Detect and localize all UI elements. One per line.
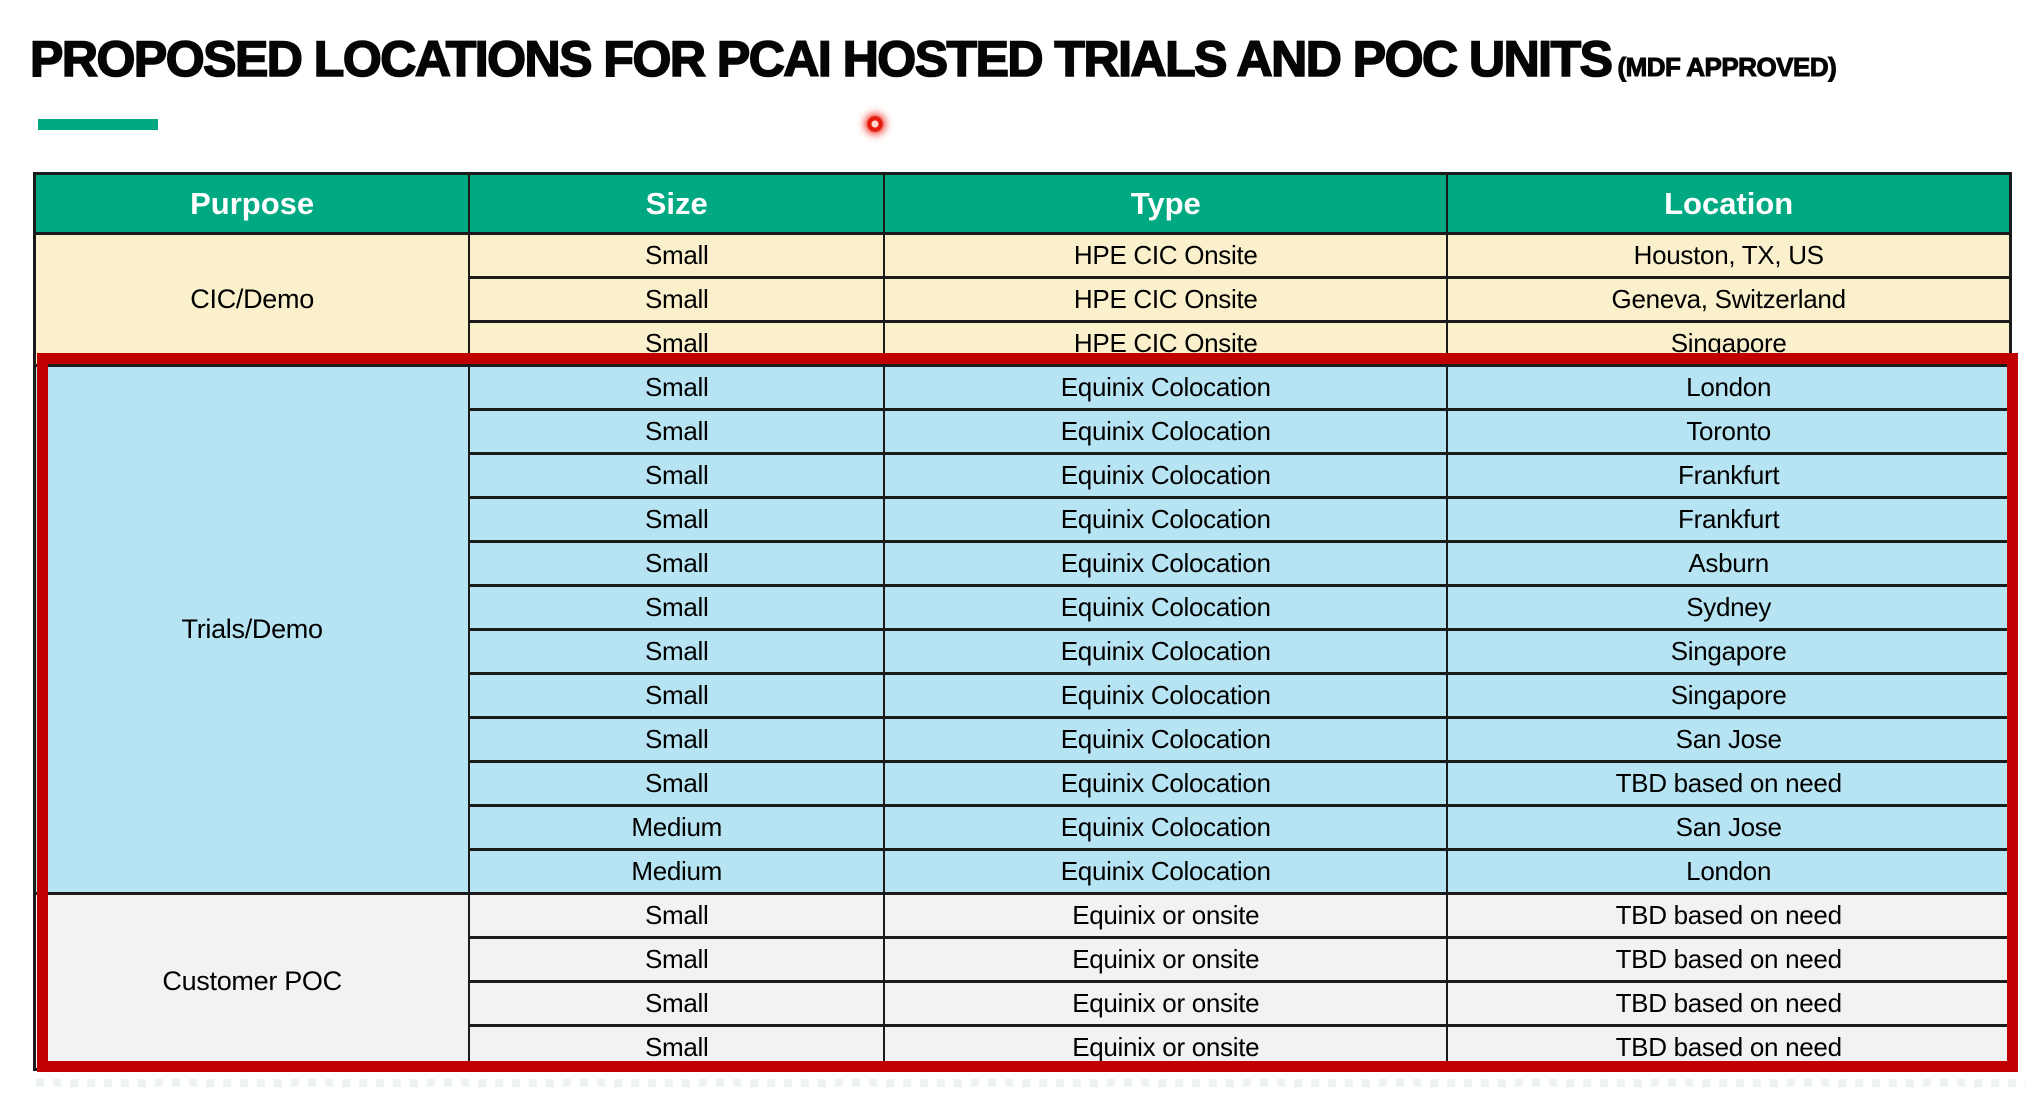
type-cell: Equinix Colocation (883, 848, 1449, 895)
size-cell: Small (468, 540, 886, 587)
table-row: Customer POC Small Equinix or onsite TBD ba… (33, 892, 2012, 1071)
table-row: Small Equinix Colocation Singapore (35, 628, 2012, 675)
bottom-dotted-strip (36, 1079, 2026, 1087)
size-cell: Small (468, 408, 886, 455)
size-cell: Small (468, 320, 886, 367)
location-cell: Asburn (1446, 540, 2012, 587)
location-cell: Sydney (1446, 584, 2012, 631)
title-accent-bar (38, 119, 158, 130)
table-body: CIC/Demo Small HPE CIC Onsite Houston, TX, … (33, 232, 2012, 1071)
type-cell: Equinix Colocation (883, 496, 1449, 543)
table-row: Small Equinix or onsite TBD based on need (35, 980, 2012, 1027)
type-cell: Equinix Colocation (883, 716, 1449, 763)
table-row: Small Equinix Colocation Frankfurt (35, 452, 2012, 499)
size-cell: Small (468, 584, 886, 631)
table-row: Small Equinix Colocation Singapore (35, 672, 2012, 719)
type-cell: HPE CIC Onsite (883, 276, 1449, 323)
table-row: Small Equinix or onsite TBD based on need (35, 936, 2012, 983)
location-cell: TBD based on need (1446, 892, 2012, 939)
column-header-location: Location (1446, 172, 2012, 235)
location-cell: TBD based on need (1446, 1024, 2012, 1071)
size-cell: Small (468, 364, 886, 411)
purpose-cell-cic-demo: CIC/Demo (33, 232, 471, 367)
location-cell: Singapore (1446, 628, 2012, 675)
type-cell: Equinix or onsite (883, 980, 1449, 1027)
type-cell: Equinix Colocation (883, 672, 1449, 719)
table-row: Small Equinix Colocation TBD based on need (35, 760, 2012, 807)
type-cell: HPE CIC Onsite (883, 232, 1449, 279)
locations-table: Purpose Size Type Location CIC/Demo Small… (33, 172, 2012, 1071)
column-header-type: Type (883, 172, 1449, 235)
type-cell: Equinix or onsite (883, 892, 1449, 939)
size-cell: Small (468, 760, 886, 807)
size-cell: Small (468, 1024, 886, 1071)
laser-pointer-icon (855, 104, 895, 144)
location-cell: TBD based on need (1446, 980, 2012, 1027)
page-title: PROPOSED LOCATIONS FOR PCAI HOSTED TRIAL… (29, 30, 1837, 88)
location-cell: Geneva, Switzerland (1446, 276, 2012, 323)
type-cell: Equinix Colocation (883, 452, 1449, 499)
type-cell: Equinix Colocation (883, 628, 1449, 675)
type-cell: Equinix or onsite (883, 1024, 1449, 1071)
type-cell: Equinix Colocation (883, 584, 1449, 631)
location-cell: London (1446, 364, 2012, 411)
size-cell: Small (468, 980, 886, 1027)
location-cell: London (1446, 848, 2012, 895)
table-row: Medium Equinix Colocation San Jose (35, 804, 2012, 851)
location-cell: Singapore (1446, 320, 2012, 367)
type-cell: Equinix Colocation (883, 760, 1449, 807)
table-row: Small Equinix Colocation Sydney (35, 584, 2012, 631)
size-cell: Medium (468, 848, 886, 895)
location-cell: San Jose (1446, 804, 2012, 851)
table-header-row: Purpose Size Type Location (33, 172, 2012, 235)
type-cell: Equinix Colocation (883, 540, 1449, 587)
type-cell: Equinix Colocation (883, 364, 1449, 411)
table-row: Small Equinix Colocation Frankfurt (35, 496, 2012, 543)
location-cell: Singapore (1446, 672, 2012, 719)
size-cell: Small (468, 452, 886, 499)
column-header-size: Size (468, 172, 886, 235)
location-cell: Toronto (1446, 408, 2012, 455)
type-cell: Equinix or onsite (883, 936, 1449, 983)
location-cell: TBD based on need (1446, 936, 2012, 983)
size-cell: Small (468, 672, 886, 719)
purpose-cell-customer-poc: Customer POC (33, 892, 471, 1071)
size-cell: Small (468, 936, 886, 983)
page-title-main: PROPOSED LOCATIONS FOR PCAI HOSTED TRIAL… (29, 30, 1614, 88)
size-cell: Small (468, 716, 886, 763)
type-cell: Equinix Colocation (883, 408, 1449, 455)
location-cell: San Jose (1446, 716, 2012, 763)
purpose-cell-trials-demo: Trials/Demo (33, 364, 471, 895)
table-row: Trials/Demo Small Equinix Colocation London (33, 364, 2012, 895)
size-cell: Small (468, 496, 886, 543)
table-row: Small Equinix Colocation Asburn (35, 540, 2012, 587)
table-row: Small HPE CIC Onsite Geneva, Switzerland (35, 276, 2012, 323)
table-row: Small Equinix Colocation San Jose (35, 716, 2012, 763)
table-row: Medium Equinix Colocation London (35, 848, 2012, 895)
location-cell: Frankfurt (1446, 496, 2012, 543)
location-cell: TBD based on need (1446, 760, 2012, 807)
size-cell: Small (468, 276, 886, 323)
location-cell: Houston, TX, US (1446, 232, 2012, 279)
size-cell: Small (468, 628, 886, 675)
table-header: Purpose Size Type Location (33, 172, 2012, 235)
table-row: Small Equinix Colocation Toronto (35, 408, 2012, 455)
size-cell: Small (468, 232, 886, 279)
type-cell: HPE CIC Onsite (883, 320, 1449, 367)
size-cell: Small (468, 892, 886, 939)
size-cell: Medium (468, 804, 886, 851)
table-row: CIC/Demo Small HPE CIC Onsite Houston, TX, … (33, 232, 2012, 367)
column-header-purpose: Purpose (33, 172, 471, 235)
page-title-suffix: (MDF APPROVED) (1617, 52, 1837, 83)
location-cell: Frankfurt (1446, 452, 2012, 499)
type-cell: Equinix Colocation (883, 804, 1449, 851)
